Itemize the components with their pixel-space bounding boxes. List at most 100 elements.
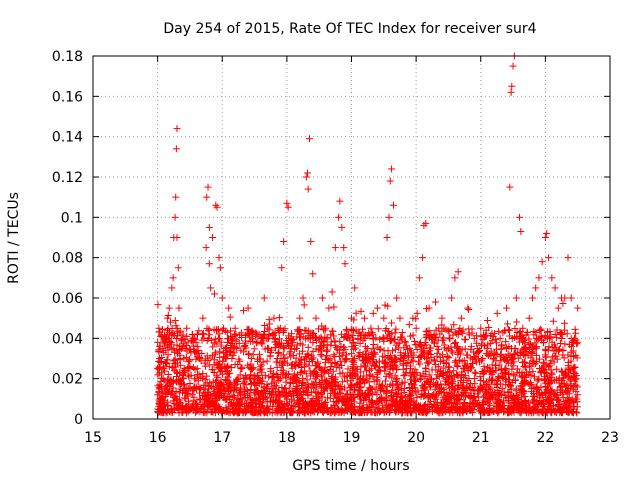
cloud-point xyxy=(297,364,305,372)
cloud-point xyxy=(312,345,320,353)
cloud-point xyxy=(438,336,446,344)
cloud-point xyxy=(227,333,235,341)
cloud-point xyxy=(245,350,253,358)
data-point xyxy=(175,304,183,312)
data-point xyxy=(199,314,207,322)
cloud-point xyxy=(373,359,381,367)
cloud-point xyxy=(167,378,175,386)
cloud-point xyxy=(309,407,317,415)
cloud-point xyxy=(217,390,225,398)
cloud-point xyxy=(530,408,538,416)
cloud-point xyxy=(510,358,518,366)
cloud-point xyxy=(191,399,199,407)
cloud-point xyxy=(551,331,559,339)
cloud-point xyxy=(190,346,198,354)
cloud-point xyxy=(382,364,390,372)
cloud-point xyxy=(183,332,191,340)
cloud-point xyxy=(423,377,431,385)
cloud-point xyxy=(561,368,569,376)
cloud-point xyxy=(401,378,409,386)
data-point xyxy=(422,219,430,227)
cloud-point xyxy=(384,353,392,361)
cloud-point xyxy=(308,352,316,360)
cloud-point xyxy=(455,405,463,413)
cloud-point xyxy=(184,390,192,398)
data-point xyxy=(354,334,362,342)
cloud-point xyxy=(195,327,203,335)
cloud-point xyxy=(314,358,322,366)
data-point xyxy=(176,355,184,362)
data-point xyxy=(503,304,511,312)
cloud-point xyxy=(179,343,187,351)
cloud-point xyxy=(212,376,220,384)
data-point xyxy=(207,284,215,292)
cloud-point xyxy=(560,371,568,379)
cloud-point xyxy=(443,375,451,383)
cloud-point xyxy=(188,390,196,398)
cloud-point xyxy=(305,362,313,370)
data-point xyxy=(541,234,549,241)
cloud-point xyxy=(213,340,221,348)
data-point xyxy=(165,334,173,342)
cloud-point xyxy=(173,359,181,367)
cloud-point xyxy=(160,365,168,373)
y-tick-label: 0.02 xyxy=(52,372,83,388)
cloud-point xyxy=(205,383,213,391)
cloud-point xyxy=(197,396,205,404)
cloud-point xyxy=(515,400,523,408)
cloud-point xyxy=(546,373,554,381)
data-point xyxy=(213,203,221,211)
data-point xyxy=(490,355,498,362)
data-point xyxy=(231,324,239,332)
cloud-point xyxy=(258,340,266,348)
cloud-point xyxy=(352,344,360,352)
cloud-point xyxy=(388,361,396,369)
cloud-point xyxy=(488,361,496,369)
data-point xyxy=(570,334,578,342)
cloud-point xyxy=(379,381,387,389)
cloud-point xyxy=(373,377,381,385)
cloud-point xyxy=(216,347,224,355)
cloud-point xyxy=(221,386,229,394)
cloud-point xyxy=(284,401,292,409)
data-point xyxy=(172,193,180,201)
cloud-point xyxy=(413,346,421,354)
cloud-point xyxy=(208,366,216,374)
cloud-point xyxy=(570,369,578,377)
cloud-point xyxy=(175,329,183,337)
cloud-point xyxy=(330,351,338,359)
data-point xyxy=(307,238,315,246)
cloud-point xyxy=(530,331,538,339)
cloud-point xyxy=(265,373,273,381)
cloud-point xyxy=(541,379,549,387)
cloud-point xyxy=(553,355,561,363)
cloud-point xyxy=(193,405,201,413)
cloud-point xyxy=(502,381,510,389)
cloud-point xyxy=(263,357,271,365)
cloud-point xyxy=(426,381,434,389)
data-point xyxy=(154,338,162,346)
cloud-point xyxy=(272,382,280,390)
cloud-point xyxy=(207,336,215,344)
cloud-point xyxy=(317,365,325,373)
cloud-point xyxy=(326,365,334,373)
cloud-point xyxy=(330,303,338,311)
cloud-point xyxy=(366,366,374,374)
cloud-point xyxy=(316,380,324,388)
data-point xyxy=(283,199,291,207)
cloud-point xyxy=(163,360,171,368)
cloud-point xyxy=(491,351,499,359)
cloud-point xyxy=(521,396,529,404)
cloud-point xyxy=(317,381,325,389)
cloud-point xyxy=(330,332,338,340)
cloud-point xyxy=(155,402,163,410)
data-point xyxy=(154,391,162,399)
cloud-point xyxy=(326,394,334,402)
cloud-point xyxy=(218,408,226,416)
cloud-point xyxy=(270,378,278,386)
data-point xyxy=(464,304,472,312)
cloud-point xyxy=(553,365,561,373)
cloud-point xyxy=(236,409,244,417)
cloud-point xyxy=(401,338,409,346)
y-tick-label: 0.18 xyxy=(52,49,83,65)
